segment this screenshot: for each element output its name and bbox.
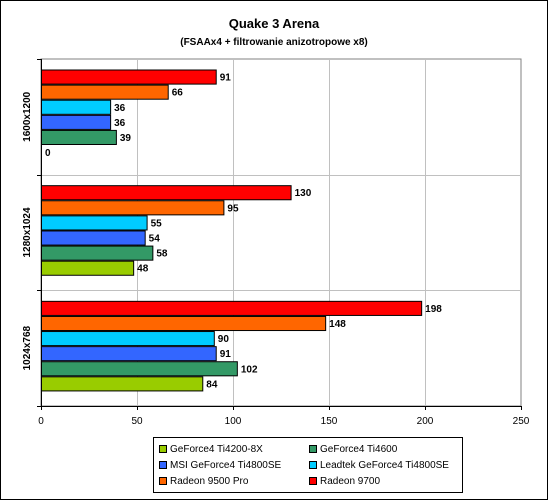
x-tick-label: 100 — [225, 416, 242, 427]
legend-label: Radeon 9700 — [320, 475, 381, 487]
legend: GeForce4 Ti4200-8X GeForce4 Ti4600 MSI GeF… — [153, 437, 463, 493]
legend-item: Radeon 9500 Pro — [159, 474, 248, 488]
bar — [41, 245, 154, 261]
legend-item: GeForce4 Ti4200-8X — [159, 442, 263, 456]
data-label: 54 — [149, 234, 161, 245]
bar — [41, 84, 169, 100]
data-label: 55 — [151, 218, 163, 229]
legend-swatch — [309, 445, 317, 453]
data-label: 91 — [220, 349, 232, 360]
bar — [41, 200, 225, 216]
data-label: 102 — [241, 364, 258, 375]
bar — [41, 215, 148, 231]
legend-swatch — [159, 477, 167, 485]
data-label: 39 — [120, 133, 132, 144]
data-label: 58 — [156, 249, 168, 260]
bar — [41, 185, 292, 201]
data-label: 130 — [295, 188, 312, 199]
legend-label: Radeon 9500 Pro — [170, 475, 249, 487]
x-tick-label: 150 — [321, 416, 338, 427]
legend-swatch — [159, 445, 167, 453]
chart-subtitle: (FSAAx4 + filtrowanie anizotropowe x8) — [180, 37, 368, 48]
data-label: 95 — [227, 203, 239, 214]
bar — [41, 230, 146, 246]
x-tick-label: 50 — [131, 416, 143, 427]
legend-swatch — [309, 461, 317, 469]
y-category-label: 1024x768 — [22, 325, 33, 370]
bar — [41, 69, 217, 85]
legend-item: Leadtek GeForce4 Ti4800SE — [309, 458, 449, 472]
bar — [41, 260, 135, 276]
legend-label: MSI GeForce4 Ti4800SE — [170, 459, 282, 471]
legend-label: Leadtek GeForce4 Ti4800SE — [320, 459, 449, 471]
data-label: 0 — [45, 148, 51, 159]
legend-swatch — [159, 461, 167, 469]
data-label: 84 — [206, 379, 218, 390]
data-label: 48 — [137, 264, 149, 275]
data-label: 148 — [329, 319, 346, 330]
data-label: 36 — [114, 103, 126, 114]
x-tick-label: 200 — [417, 416, 434, 427]
data-label: 198 — [425, 304, 442, 315]
legend-swatch — [309, 477, 317, 485]
bar — [41, 331, 215, 347]
x-tick-label: 0 — [38, 416, 44, 427]
bar — [41, 361, 238, 377]
legend-label: GeForce4 Ti4600 — [320, 443, 398, 455]
bar — [41, 300, 423, 316]
x-tick-label: 250 — [513, 416, 530, 427]
bar — [41, 99, 112, 115]
y-category-label: 1280x1024 — [22, 207, 33, 257]
bar — [41, 315, 327, 332]
bar — [41, 129, 117, 145]
bar — [41, 346, 217, 362]
legend-item: GeForce4 Ti4600 — [309, 442, 397, 456]
data-label: 91 — [220, 73, 232, 84]
chart-title: Quake 3 Arena — [228, 16, 320, 31]
bar — [41, 376, 204, 392]
legend-item: Radeon 9700 — [309, 474, 380, 488]
y-category-label: 1600x1200 — [22, 91, 33, 141]
data-label: 66 — [172, 88, 184, 99]
data-label: 36 — [114, 118, 126, 129]
legend-label: GeForce4 Ti4200-8X — [170, 443, 263, 455]
legend-item: MSI GeForce4 Ti4800SE — [159, 458, 281, 472]
data-label: 90 — [218, 334, 230, 345]
bar — [41, 114, 112, 130]
